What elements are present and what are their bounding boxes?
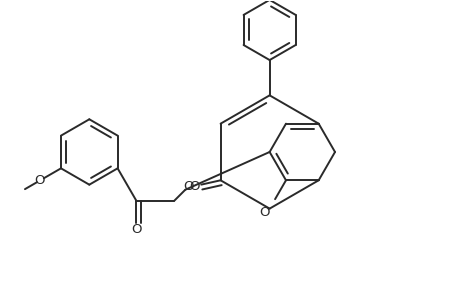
Text: O: O <box>131 223 141 236</box>
Text: O: O <box>34 174 45 187</box>
Text: O: O <box>258 206 269 219</box>
Text: O: O <box>183 180 193 194</box>
Text: O: O <box>189 180 199 193</box>
